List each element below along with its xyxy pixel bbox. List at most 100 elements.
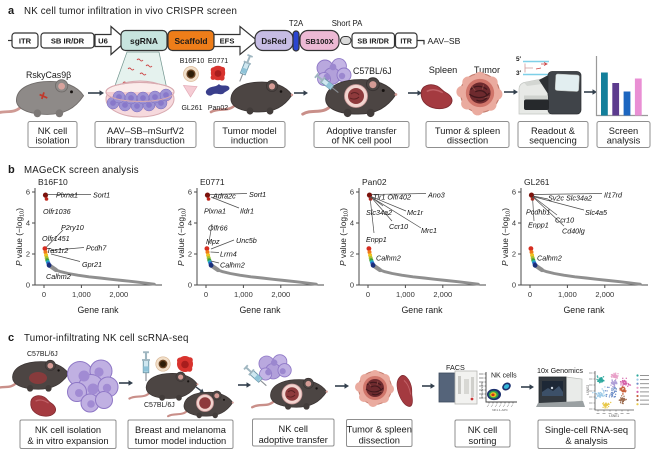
svg-text:NK cell: NK cell: [38, 126, 67, 136]
svg-text:4: 4: [350, 219, 354, 228]
svg-text:Tumor & spleen: Tumor & spleen: [347, 425, 412, 435]
svg-text:0: 0: [188, 281, 192, 290]
svg-text:0: 0: [528, 290, 532, 299]
svg-text:T2A: T2A: [289, 19, 304, 28]
svg-text:Olfr66: Olfr66: [208, 224, 228, 233]
svg-text:a: a: [8, 5, 15, 17]
svg-text:Tumor model: Tumor model: [222, 126, 276, 136]
svg-text:E0771: E0771: [208, 58, 228, 65]
svg-text:Tumor: Tumor: [474, 65, 500, 75]
svg-text:C57BL/6J: C57BL/6J: [27, 351, 58, 358]
svg-text:Unc5b: Unc5b: [236, 236, 257, 245]
svg-text:Ccr10: Ccr10: [389, 222, 408, 231]
svg-text:P value (−log10): P value (−log10): [14, 208, 26, 266]
svg-text:FACS: FACS: [446, 363, 465, 372]
svg-text:Enpp1: Enpp1: [528, 221, 549, 230]
svg-text:Gene rank: Gene rank: [77, 305, 119, 315]
svg-text:sgRNA: sgRNA: [130, 36, 158, 46]
svg-text:Sv2c Slc34a2: Sv2c Slc34a2: [548, 194, 592, 203]
svg-text:6: 6: [188, 188, 192, 197]
svg-text:4: 4: [188, 219, 192, 228]
svg-text:Readout &: Readout &: [531, 126, 576, 136]
svg-text:C57BL/6J: C57BL/6J: [353, 66, 392, 76]
svg-text:Plxna1: Plxna1: [204, 207, 226, 216]
svg-text:MAGeCK screen analysis: MAGeCK screen analysis: [24, 165, 139, 176]
svg-text:Gene rank: Gene rank: [239, 305, 281, 315]
svg-text:adoptive transfer: adoptive transfer: [259, 435, 328, 445]
svg-text:E0771: E0771: [200, 177, 225, 187]
svg-text:mSurfV2-PE: mSurfV2-PE: [480, 382, 484, 399]
svg-text:DsRed: DsRed: [261, 37, 286, 46]
svg-text:6: 6: [350, 188, 354, 197]
svg-text:GL261: GL261: [181, 105, 202, 112]
svg-text:Ildr1: Ildr1: [240, 207, 254, 216]
svg-text:library transduction: library transduction: [106, 136, 185, 146]
svg-text:Slc4a5: Slc4a5: [585, 208, 608, 217]
svg-text:Short PA: Short PA: [332, 19, 363, 28]
svg-text:0: 0: [350, 281, 354, 290]
svg-text:Calhm2: Calhm2: [537, 254, 562, 263]
svg-text:Pcdhb1: Pcdhb1: [526, 208, 550, 217]
svg-text:2: 2: [350, 250, 354, 259]
svg-text:0: 0: [26, 281, 30, 290]
svg-text:sorting: sorting: [469, 436, 497, 446]
svg-text:SB100X: SB100X: [305, 37, 333, 46]
svg-text:Tumor-infiltrating NK cell scR: Tumor-infiltrating NK cell scRNA-seq: [24, 333, 189, 344]
svg-text:2,000: 2,000: [595, 290, 614, 299]
svg-text:b: b: [8, 164, 15, 176]
svg-text:sequencing: sequencing: [529, 136, 577, 146]
svg-text:Mrc1: Mrc1: [421, 226, 437, 235]
svg-text:RskyCas9β: RskyCas9β: [26, 70, 71, 80]
svg-text:P value (−log10): P value (−log10): [500, 208, 512, 266]
svg-text:6: 6: [26, 188, 30, 197]
svg-text:t-SNE1: t-SNE1: [609, 414, 620, 418]
svg-text:Tlr1 Olfr402: Tlr1 Olfr402: [373, 193, 411, 202]
svg-text:Pan02: Pan02: [208, 105, 228, 112]
svg-text:10x Genomics: 10x Genomics: [537, 366, 583, 375]
svg-text:Tas1r2: Tas1r2: [47, 246, 69, 255]
svg-text:Mc1r: Mc1r: [407, 208, 424, 217]
svg-text:0: 0: [366, 290, 370, 299]
svg-text:2,000: 2,000: [109, 290, 128, 299]
svg-text:NK cell: NK cell: [468, 425, 497, 435]
svg-text:Calhm2: Calhm2: [376, 254, 401, 263]
svg-text:Pcdh7: Pcdh7: [86, 244, 107, 253]
svg-text:2,000: 2,000: [433, 290, 452, 299]
svg-text:Enpp1: Enpp1: [366, 235, 387, 244]
svg-text:Tumor & spleen: Tumor & spleen: [435, 126, 500, 136]
svg-text:AAV–SB: AAV–SB: [428, 36, 461, 46]
svg-text:Gene rank: Gene rank: [401, 305, 443, 315]
svg-text:3′: 3′: [516, 70, 522, 77]
svg-text:dissection: dissection: [447, 136, 488, 146]
svg-text:Breast and melanoma: Breast and melanoma: [135, 425, 227, 435]
svg-text:t-SNE2: t-SNE2: [586, 385, 590, 396]
svg-text:1,000: 1,000: [72, 290, 91, 299]
svg-text:analysis: analysis: [607, 136, 641, 146]
svg-text:0: 0: [512, 281, 516, 290]
svg-text:0: 0: [42, 290, 46, 299]
svg-text:EFS: EFS: [220, 37, 235, 46]
svg-text:6: 6: [512, 188, 516, 197]
svg-text:5′: 5′: [516, 56, 522, 63]
svg-text:c: c: [8, 332, 14, 344]
svg-text:Single-cell RNA-seq: Single-cell RNA-seq: [545, 425, 628, 435]
svg-text:ITR: ITR: [400, 37, 412, 46]
svg-text:Mpz: Mpz: [206, 237, 220, 246]
svg-text:P value (−log10): P value (−log10): [176, 208, 188, 266]
svg-text:1,000: 1,000: [558, 290, 577, 299]
svg-text:2: 2: [26, 250, 30, 259]
svg-text:Slc34a2: Slc34a2: [366, 208, 392, 217]
svg-text:& analysis: & analysis: [565, 436, 608, 446]
svg-text:ITR: ITR: [19, 37, 32, 46]
svg-text:SB IR/DR: SB IR/DR: [51, 37, 85, 46]
svg-text:isolation: isolation: [35, 136, 69, 146]
svg-text:Gpr21: Gpr21: [82, 260, 102, 269]
svg-text:NK cell isolation: NK cell isolation: [35, 425, 101, 435]
svg-text:& in vitro expansion: & in vitro expansion: [27, 436, 108, 446]
svg-text:Calhm2: Calhm2: [46, 272, 71, 281]
svg-text:Olfr1451: Olfr1451: [42, 234, 70, 243]
svg-text:AAV–SB–mSurfV2: AAV–SB–mSurfV2: [107, 126, 184, 136]
svg-text:B16F10: B16F10: [38, 177, 68, 187]
svg-text:Calhm2: Calhm2: [220, 261, 245, 270]
svg-text:4: 4: [512, 219, 516, 228]
